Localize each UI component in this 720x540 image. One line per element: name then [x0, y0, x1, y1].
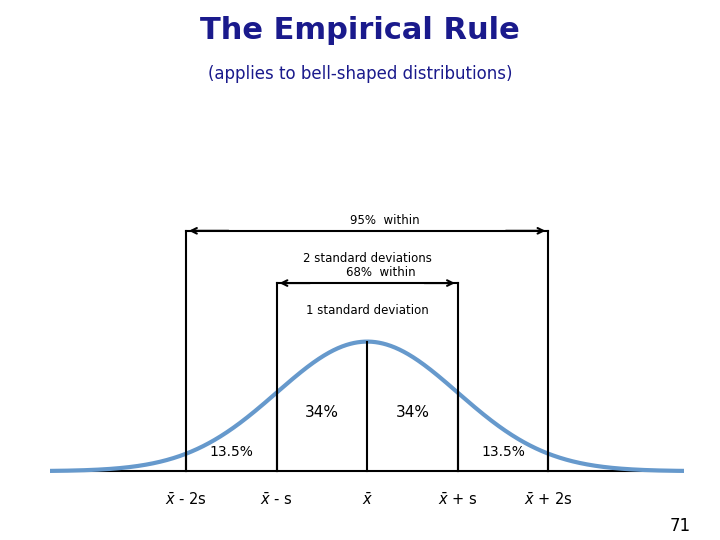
Text: $\bar{x}$: $\bar{x}$: [361, 492, 373, 508]
Text: $\bar{x}$ - 2s: $\bar{x}$ - 2s: [165, 492, 207, 508]
Text: 13.5%: 13.5%: [210, 446, 253, 460]
Text: 1 standard deviation: 1 standard deviation: [306, 304, 428, 317]
Text: $\bar{x}$ + s: $\bar{x}$ + s: [438, 492, 477, 508]
Text: 13.5%: 13.5%: [481, 446, 525, 460]
Text: $\bar{x}$ + 2s: $\bar{x}$ + 2s: [523, 492, 572, 508]
Text: 2 standard deviations: 2 standard deviations: [303, 252, 431, 265]
Text: (applies to bell-shaped distributions): (applies to bell-shaped distributions): [208, 65, 512, 83]
Text: 95%  within: 95% within: [351, 214, 420, 227]
Text: 34%: 34%: [395, 405, 429, 420]
Text: The Empirical Rule: The Empirical Rule: [200, 16, 520, 45]
Text: 71: 71: [670, 517, 691, 535]
Text: $\bar{x}$ - s: $\bar{x}$ - s: [261, 492, 293, 508]
Text: 34%: 34%: [305, 405, 339, 420]
Text: 68%  within: 68% within: [346, 266, 415, 279]
